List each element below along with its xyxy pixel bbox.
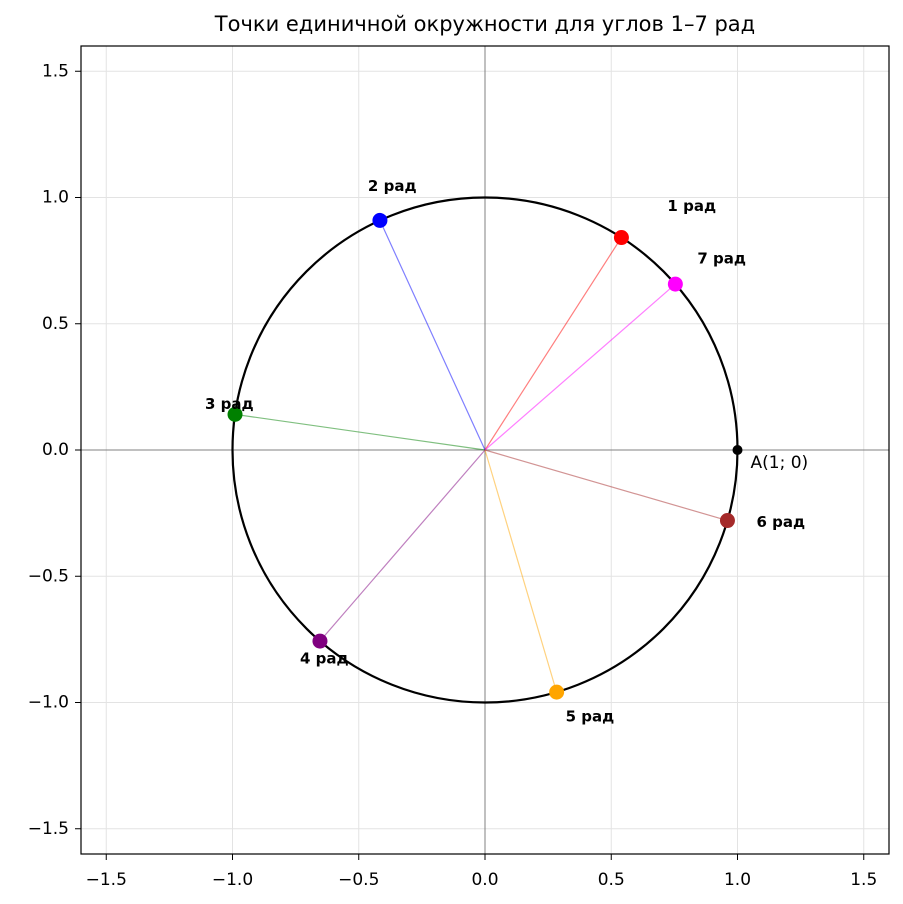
- point-label: 6 рад: [756, 513, 805, 531]
- radius-line: [484, 283, 676, 451]
- point: [372, 212, 388, 228]
- point-label: 3 рад: [205, 395, 254, 413]
- y-tick-label: 1.0: [42, 188, 69, 208]
- x-tick-label: −1.0: [212, 870, 253, 890]
- point-label: 1 рад: [667, 197, 716, 215]
- point: [227, 406, 243, 422]
- x-tick-label: 0.0: [471, 870, 498, 890]
- point: [549, 684, 565, 700]
- x-tick-label: −0.5: [338, 870, 379, 890]
- plot-frame: [80, 45, 890, 855]
- x-tick-label: 0.5: [598, 870, 625, 890]
- point-label: A(1; 0): [751, 453, 809, 473]
- y-tick-label: −0.5: [28, 566, 69, 586]
- radius-line: [484, 449, 728, 522]
- point-label: 4 рад: [300, 650, 349, 668]
- radius-line: [484, 237, 622, 451]
- x-tick-label: 1.0: [724, 870, 751, 890]
- x-tick-label: −1.5: [86, 870, 127, 890]
- radius-line: [379, 220, 486, 451]
- point-label: 5 рад: [566, 708, 615, 726]
- point: [667, 276, 683, 292]
- radius-line: [484, 449, 558, 693]
- point-label: 7 рад: [697, 250, 746, 268]
- point: [719, 513, 735, 529]
- point: [613, 230, 629, 246]
- y-tick-label: 0.0: [42, 440, 69, 460]
- radius-line: [319, 449, 486, 642]
- point-label: 2 рад: [368, 177, 417, 195]
- y-tick-label: −1.0: [28, 693, 69, 713]
- point: [732, 445, 743, 455]
- x-tick-label: 1.5: [850, 870, 877, 890]
- y-tick-label: 0.5: [42, 314, 69, 334]
- radius-line: [234, 413, 486, 451]
- chart-title: Точки единичной окружности для углов 1–7…: [214, 12, 755, 36]
- y-tick-label: 1.5: [42, 61, 69, 81]
- y-tick-label: −1.5: [28, 819, 69, 839]
- point: [312, 633, 328, 649]
